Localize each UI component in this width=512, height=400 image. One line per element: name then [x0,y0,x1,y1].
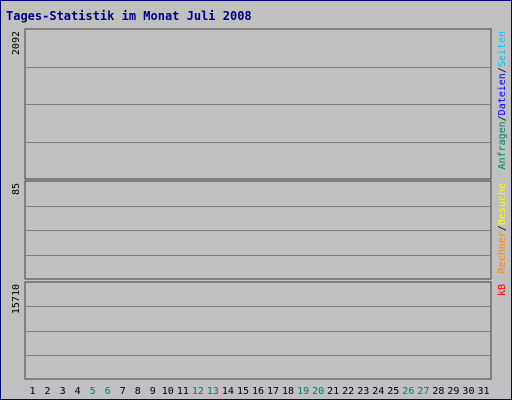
x-tick-label-day-28: 28 [432,386,444,397]
x-tick-label-day-22: 22 [342,386,354,397]
x-tick-label-day-30: 30 [462,386,474,397]
legend-besuche: Besuche [497,183,508,225]
x-tick-label-day-8: 8 [135,386,141,397]
chart-title: Tages-Statistik im Monat Juli 2008 [6,9,252,23]
x-tick-label-day-21: 21 [327,386,339,397]
x-tick-label-day-20: 20 [312,386,324,397]
y-max-label-requests: 2092 [11,31,22,55]
x-tick-label-day-4: 4 [75,386,81,397]
x-tick-label-day-7: 7 [120,386,126,397]
legend-requests: Anfragen/Dateien/Seiten [497,31,508,170]
x-tick-label-day-12: 12 [192,386,204,397]
legend-rechner: Rechner [497,231,508,273]
y-max-label-kb: 15710 [11,284,22,314]
legend-separator: / [497,225,508,231]
x-tick-label-day-29: 29 [447,386,459,397]
x-tick-label-day-14: 14 [222,386,234,397]
x-tick-label-day-10: 10 [162,386,174,397]
x-tick-label-day-6: 6 [105,386,111,397]
legend-seiten: Seiten [497,31,508,67]
x-tick-label-day-31: 31 [477,386,489,397]
plot-panel-kb [24,281,492,380]
legend-separator: / [497,115,508,121]
legend-visits: Rechner/Besuche [497,183,508,273]
legend-dateien: Dateien [497,73,508,115]
legend-kb: kB [497,284,508,296]
x-tick-label-day-16: 16 [252,386,264,397]
x-tick-label-day-1: 1 [30,386,36,397]
x-tick-label-day-27: 27 [417,386,429,397]
x-tick-label-day-25: 25 [387,386,399,397]
y-max-label-visits: 85 [11,183,22,195]
x-tick-label-day-24: 24 [372,386,384,397]
x-tick-label-day-19: 19 [297,386,309,397]
x-tick-label-day-13: 13 [207,386,219,397]
legend-kb: kB [497,284,508,296]
x-tick-label-day-9: 9 [150,386,156,397]
legend-separator: / [497,67,508,73]
x-tick-label-day-3: 3 [60,386,66,397]
x-tick-label-day-2: 2 [45,386,51,397]
x-tick-label-day-15: 15 [237,386,249,397]
x-tick-label-day-5: 5 [90,386,96,397]
x-tick-label-day-18: 18 [282,386,294,397]
legend-anfragen: Anfragen [497,121,508,169]
x-tick-label-day-17: 17 [267,386,279,397]
x-tick-label-day-26: 26 [402,386,414,397]
x-tick-label-day-23: 23 [357,386,369,397]
x-tick-label-day-11: 11 [177,386,189,397]
